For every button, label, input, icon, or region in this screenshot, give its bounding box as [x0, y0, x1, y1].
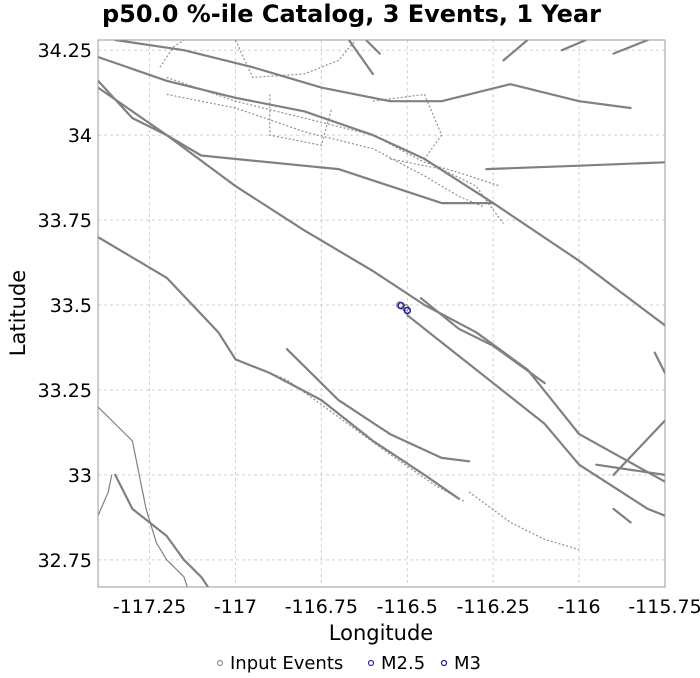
fault-trace-16 [364, 40, 381, 55]
y-axis-label: Latitude [6, 270, 30, 356]
y-tick-label-0: 34.25 [38, 40, 92, 62]
y-tick-label-1: 34 [68, 125, 92, 147]
fault-trace-12 [502, 40, 529, 62]
fault-trace-2 [98, 236, 460, 500]
fault-trace-10 [612, 507, 632, 524]
y-tick-label-4: 33.25 [38, 380, 92, 402]
point-m2-5-0 [397, 301, 405, 310]
x-tick-label-5: -116 [558, 596, 601, 618]
legend-label-m2-5: M2.5 [381, 653, 425, 674]
grid [98, 40, 666, 587]
x-tick-label-6: -115.75 [628, 596, 700, 618]
fault-trace-0 [98, 55, 665, 327]
fault-zone-dotted-6 [159, 40, 185, 68]
plot-frame [97, 39, 666, 588]
fault-zone-dotted-5 [234, 40, 357, 78]
fault-trace-4 [285, 348, 471, 463]
legend: Input Events M2.5 M3 [216, 653, 481, 674]
legend-marker-m2-5 [367, 659, 375, 667]
legend-label-input-events: Input Events [230, 653, 343, 674]
data-points [395, 301, 412, 315]
x-tick-label-0: -117.25 [113, 596, 186, 618]
x-tick-label-4: -116.25 [457, 596, 530, 618]
fault-traces [98, 40, 665, 587]
legend-label-m3: M3 [454, 653, 481, 674]
chart-title: p50.0 %-ile Catalog, 3 Events, 1 Year [102, 0, 601, 28]
coastline-0 [98, 406, 188, 587]
x-ticks: -117.25 -117 -116.75 -116.5 -116.25 -116 -115.… [113, 596, 700, 618]
point-m3-0 [403, 306, 412, 315]
fault-trace-17 [653, 351, 665, 375]
y-ticks: 34.25 34 33.75 33.5 33.25 33 32.75 [38, 40, 92, 572]
fault-trace-6 [114, 40, 632, 110]
fault-trace-9 [595, 463, 665, 476]
fault-trace-15 [347, 40, 374, 76]
fault-trace-13 [560, 40, 588, 52]
x-tick-label-2: -116.75 [285, 596, 358, 618]
y-tick-label-3: 33.5 [50, 295, 92, 317]
fault-zone-dotted-8 [468, 491, 580, 551]
fault-trace-7 [485, 161, 665, 171]
y-tick-label-5: 33 [68, 465, 92, 487]
coastline-1 [98, 474, 113, 516]
y-tick-label-6: 32.75 [38, 550, 92, 572]
x-tick-label-3: -116.5 [377, 596, 438, 618]
fault-trace-11 [612, 419, 665, 476]
fault-trace-8 [419, 297, 546, 385]
fault-zone-dotted-0 [166, 76, 501, 187]
legend-marker-m3 [440, 659, 448, 667]
fault-trace-3 [406, 314, 665, 517]
x-tick-label-1: -117 [214, 596, 257, 618]
fault-trace-5 [98, 79, 495, 205]
legend-marker-input-events [216, 659, 224, 667]
fault-trace-18 [114, 473, 210, 587]
fault-zone-dotted-1 [166, 93, 484, 208]
fault-trace-14 [612, 40, 649, 55]
fault-trace-1 [98, 86, 665, 483]
y-tick-label-2: 33.75 [38, 210, 92, 232]
x-axis-label: Longitude [329, 621, 433, 645]
fault-zone-dotted-2 [269, 94, 333, 146]
fault-zone-dotted-4 [389, 158, 504, 224]
